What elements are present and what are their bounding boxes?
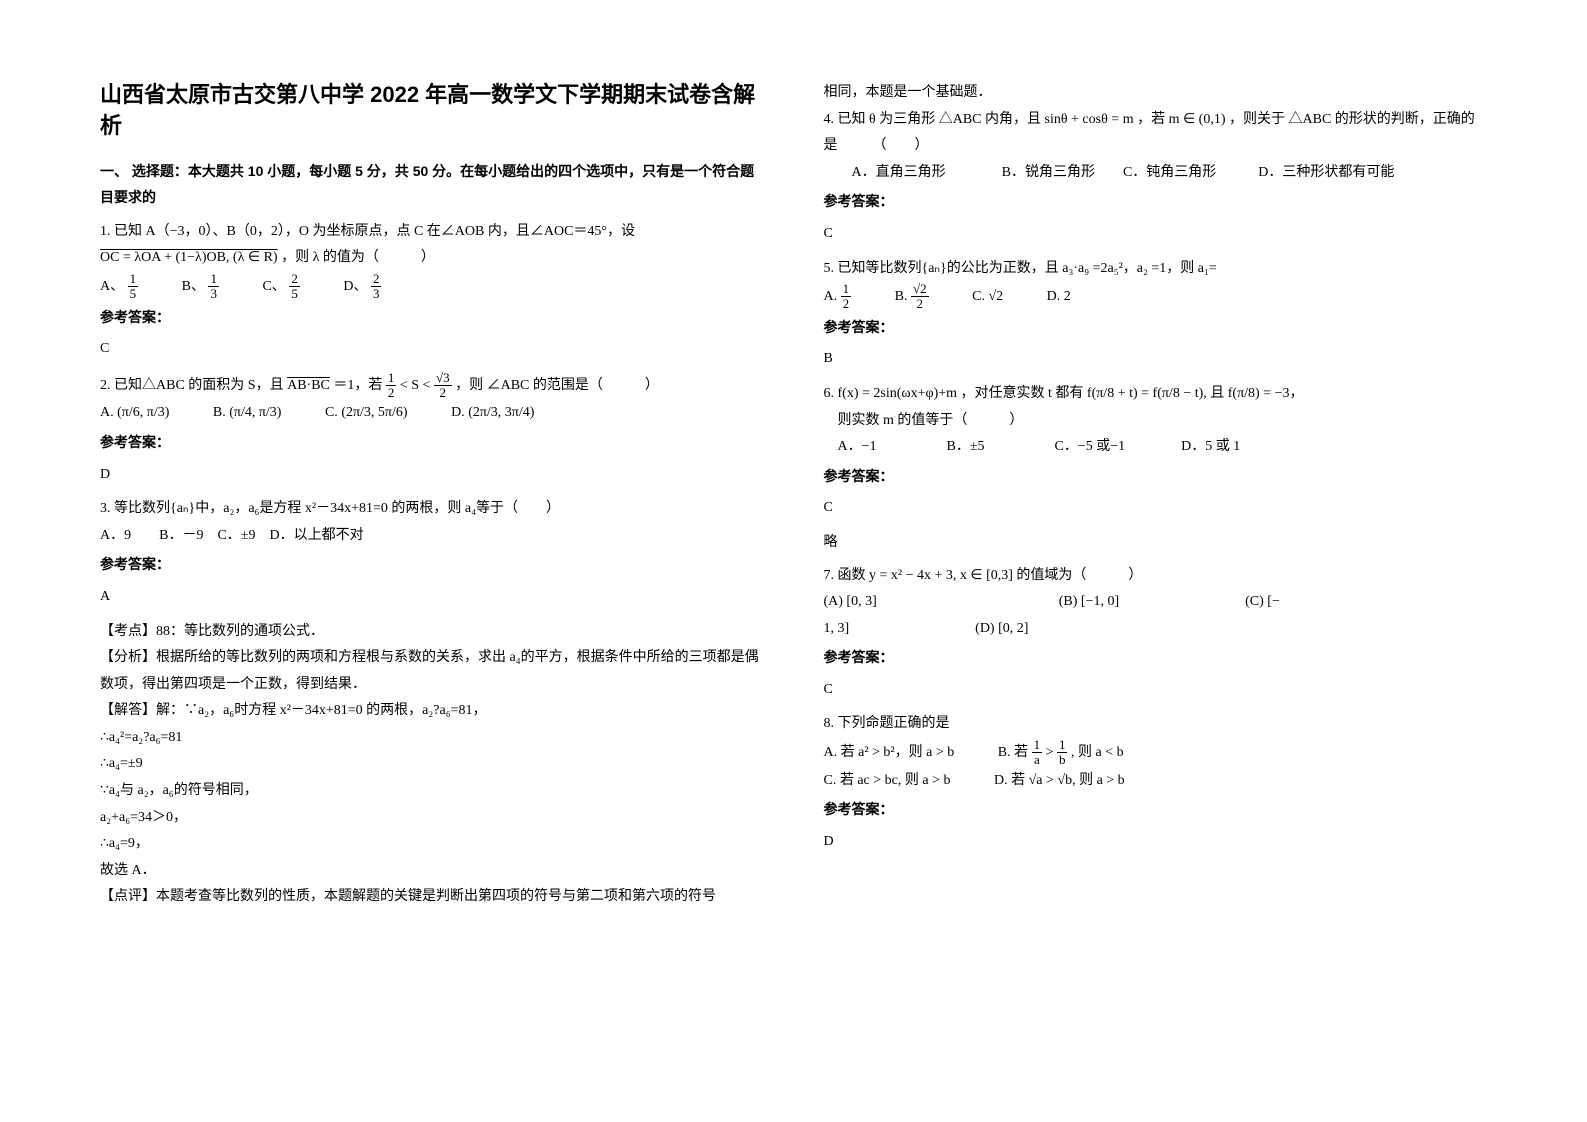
q6-answer: C — [824, 495, 1488, 522]
q3-l6: 故选 A． — [100, 858, 764, 885]
q3-l1: ∴a₄²=a₂?a₆=81 — [100, 725, 764, 752]
q8-row2: C. 若 ac > bc, 则 a > b D. 若 √a > √b, 则 a … — [824, 768, 1488, 795]
q7-text: 7. 函数 y = x² − 4x + 3, x ∈ [0,3] 的值域为（ ） — [824, 563, 1488, 590]
q1-opt-c: C、 25 — [262, 272, 299, 302]
q2-text: 2. 已知△ABC 的面积为 S，且 AB·BC ＝1，若 12 < S < √… — [100, 371, 764, 401]
answer-label: 参考答案： — [100, 431, 764, 458]
question-4: 4. 已知 θ 为三角形 △ABC 内角，且 sinθ + cosθ = m ，… — [824, 107, 1488, 248]
q5-text: 5. 已知等比数列{aₙ}的公比为正数，且 a₃·a₉ =2a₅²，a₂ =1，… — [824, 256, 1488, 283]
q3-l3: ∵a₄与 a₂，a₆的符号相同， — [100, 778, 764, 805]
answer-label: 参考答案： — [824, 190, 1488, 217]
q6-lue: 略 — [824, 530, 1488, 557]
q3-l2: ∴a₄=±9 — [100, 751, 764, 778]
q1-line2: OC = λOA + (1−λ)OB, (λ ∈ R) ，则 λ 的值为（ ） — [100, 245, 764, 272]
q7-line1: (A) [0, 3] (B) [−1, 0] (C) [− — [824, 589, 1488, 616]
question-6: 6. f(x) = 2sin(ωx+φ)+m ，对任意实数 t 都有 f(π/8… — [824, 381, 1488, 557]
q3-kaodian: 【考点】88：等比数列的通项公式． — [100, 619, 764, 646]
q3-l4: a₂+a₆=34＞0， — [100, 805, 764, 832]
answer-label: 参考答案： — [824, 465, 1488, 492]
exam-title: 山西省太原市古交第八中学 2022 年高一数学文下学期期末试卷含解析 — [100, 80, 764, 142]
q6-text2: 则实数 m 的值等于（ ） — [824, 408, 1488, 435]
answer-label: 参考答案： — [824, 646, 1488, 673]
answer-label: 参考答案： — [824, 798, 1488, 825]
left-column: 山西省太原市古交第八中学 2022 年高一数学文下学期期末试卷含解析 一、 选择… — [100, 80, 764, 1042]
q3-fenxi: 【分析】根据所给的等比数列的两项和方程根与系数的关系，求出 a₄的平方，根据条件… — [100, 645, 764, 698]
q1-options: A、 15 B、 13 C、 25 D、 23 — [100, 272, 764, 302]
answer-label: 参考答案： — [824, 316, 1488, 343]
q4-text: 4. 已知 θ 为三角形 △ABC 内角，且 sinθ + cosθ = m ，… — [824, 107, 1488, 160]
section-1-heading: 一、 选择题：本大题共 10 小题，每小题 5 分，共 50 分。在每小题给出的… — [100, 158, 764, 211]
q1-opt-b: B、 13 — [182, 272, 219, 302]
q6-options: A．−1 B．±5 C．−5 或−1 D．5 或 1 — [824, 434, 1488, 461]
q3-jieda: 【解答】解：∵a₂，a₆时方程 x²－34x+81=0 的两根，a₂?a₆=81… — [100, 698, 764, 725]
q8-text: 8. 下列命题正确的是 — [824, 711, 1488, 738]
answer-label: 参考答案： — [100, 306, 764, 333]
q4-options: A．直角三角形 B．锐角三角形 C．钝角三角形 D．三种形状都有可能 — [824, 160, 1488, 187]
question-1: 1. 已知 A（−3，0）、B（0，2），O 为坐标原点，点 C 在∠AOB 内… — [100, 219, 764, 363]
q6-text: 6. f(x) = 2sin(ωx+φ)+m ，对任意实数 t 都有 f(π/8… — [824, 381, 1488, 408]
q5-options: A. 12 B. √22 C. √2 D. 2 — [824, 282, 1488, 312]
q3-dianping: 【点评】本题考查等比数列的性质，本题解题的关键是判断出第四项的符号与第二项和第六… — [100, 884, 764, 911]
q4-answer: C — [824, 221, 1488, 248]
q8-answer: D — [824, 829, 1488, 856]
question-5: 5. 已知等比数列{aₙ}的公比为正数，且 a₃·a₉ =2a₅²，a₂ =1，… — [824, 256, 1488, 373]
q2-answer: D — [100, 462, 764, 489]
col2-continuation: 相同，本题是一个基础题． — [824, 80, 1488, 107]
q3-options: A．9 B．－9 C．±9 D．以上都不对 — [100, 523, 764, 550]
question-7: 7. 函数 y = x² − 4x + 3, x ∈ [0,3] 的值域为（ ）… — [824, 563, 1488, 704]
question-3: 3. 等比数列{aₙ}中，a₂，a₆是方程 x²－34x+81=0 的两根，则 … — [100, 496, 764, 911]
q3-text: 3. 等比数列{aₙ}中，a₂，a₆是方程 x²－34x+81=0 的两根，则 … — [100, 496, 764, 523]
q5-answer: B — [824, 346, 1488, 373]
q3-l5: ∴a₄=9， — [100, 831, 764, 858]
q3-answer: A — [100, 584, 764, 611]
q1-opt-a: A、 15 — [100, 272, 138, 302]
answer-label: 参考答案： — [100, 553, 764, 580]
question-8: 8. 下列命题正确的是 A. 若 a² > b²，则 a > b B. 若 1a… — [824, 711, 1488, 855]
q7-line2: 1, 3] (D) [0, 2] — [824, 616, 1488, 643]
q8-row1: A. 若 a² > b²，则 a > b B. 若 1a > 1b , 则 a … — [824, 738, 1488, 768]
right-column: 相同，本题是一个基础题． 4. 已知 θ 为三角形 △ABC 内角，且 sinθ… — [824, 80, 1488, 1042]
q1-answer: C — [100, 336, 764, 363]
q1-line1: 1. 已知 A（−3，0）、B（0，2），O 为坐标原点，点 C 在∠AOB 内… — [100, 219, 764, 246]
q1-opt-d: D、 23 — [343, 272, 381, 302]
q2-options: A. (π/6, π/3) B. (π/4, π/3) C. (2π/3, 5π… — [100, 400, 764, 427]
q7-answer: C — [824, 677, 1488, 704]
question-2: 2. 已知△ABC 的面积为 S，且 AB·BC ＝1，若 12 < S < √… — [100, 371, 764, 488]
